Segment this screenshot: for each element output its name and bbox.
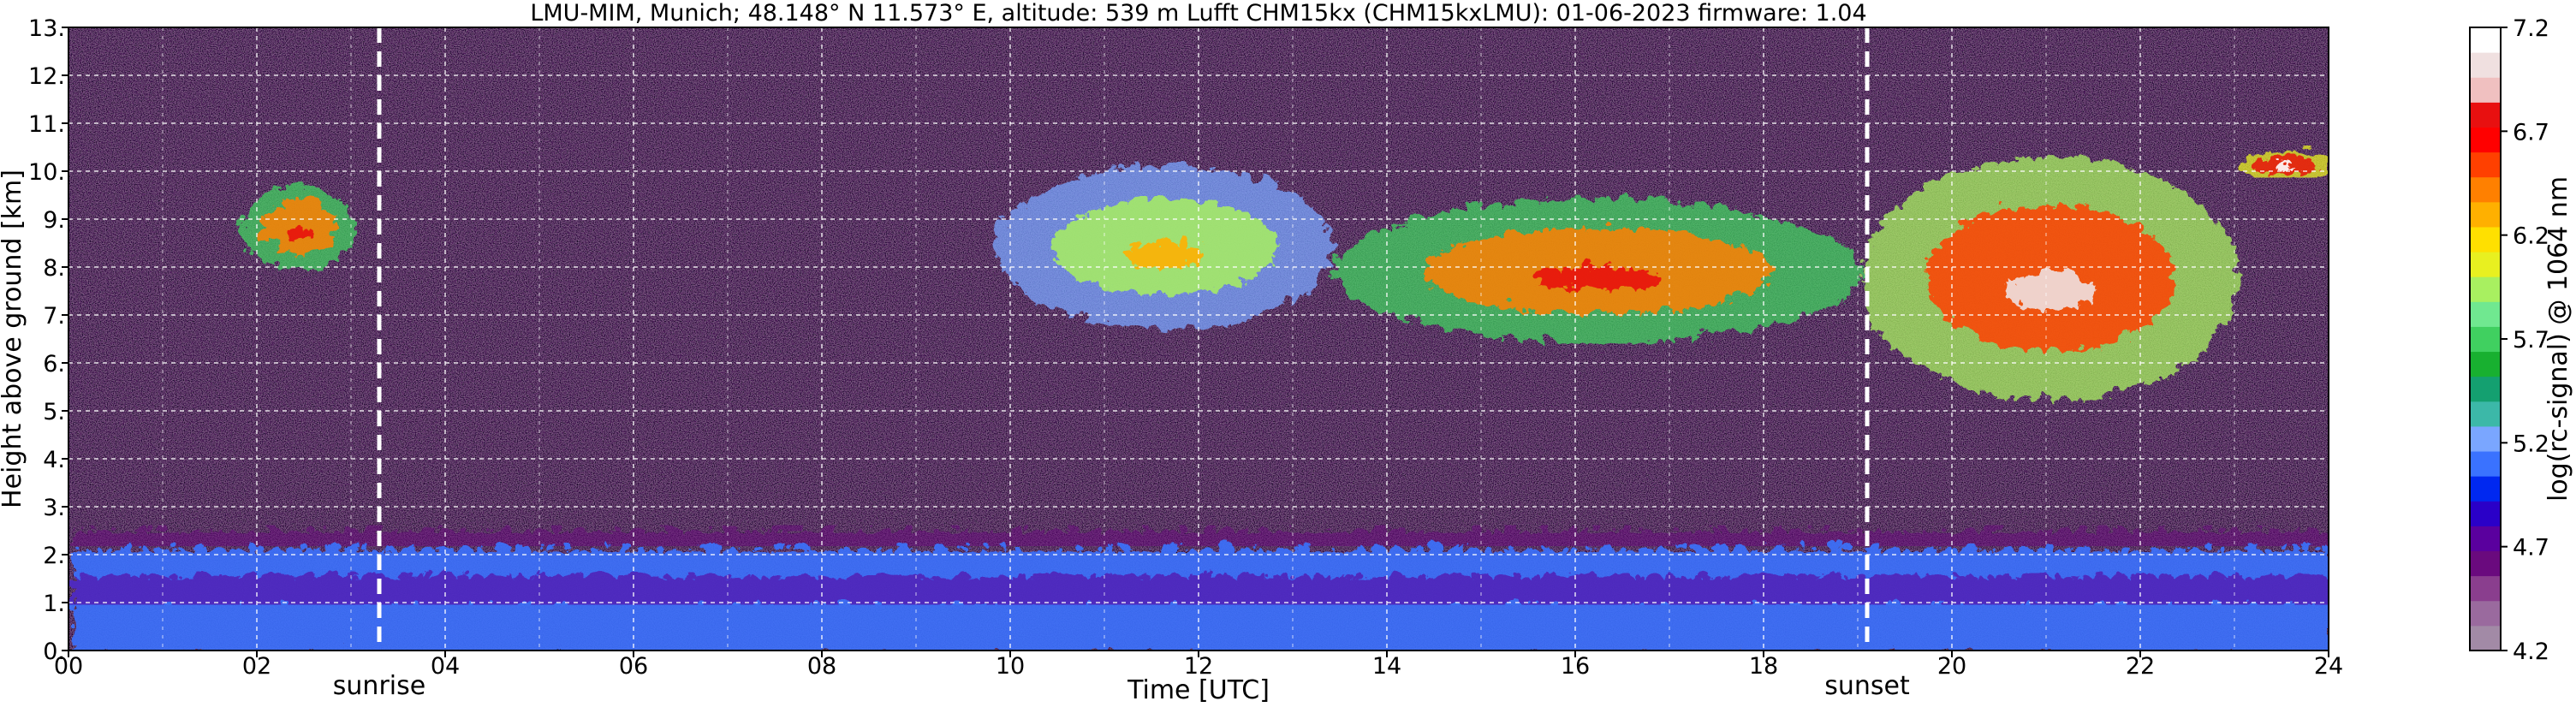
colorbar-tick-label: 4.7	[2513, 535, 2549, 561]
y-tick-label: 1.	[43, 591, 65, 617]
colorbar-segment	[2470, 376, 2501, 402]
colorbar-segment	[2470, 201, 2501, 228]
colorbar-segment	[2470, 102, 2501, 128]
x-tick-label: 20	[1937, 653, 1966, 680]
x-tick-label: 24	[2314, 653, 2343, 680]
colorbar-segment	[2470, 77, 2501, 103]
colorbar-segment	[2470, 27, 2501, 53]
y-tick-label: 7.	[43, 303, 65, 330]
colorbar-segment	[2470, 600, 2501, 627]
x-tick-label: 16	[1561, 653, 1590, 680]
x-tick-label: 12	[1184, 653, 1213, 680]
y-tick-label: 10.	[28, 159, 65, 186]
colorbar-segment	[2470, 226, 2501, 253]
cloud-layer	[2234, 147, 2329, 176]
cloud-layer	[991, 161, 1330, 325]
x-tick-label: 06	[619, 653, 648, 680]
colorbar-label: log(rc-signal) @ 1064 nm	[2543, 176, 2573, 502]
colorbar-tick-label: 5.2	[2513, 431, 2549, 457]
y-axis-ticks: 0. 1. 2. 3. 4. 5. 6. 7. 8. 9. 10. 11. 12. 13.	[28, 15, 68, 665]
x-tick-label: 14	[1372, 653, 1401, 680]
colorbar-tick-label: 6.2	[2513, 223, 2549, 250]
cloud-layer	[238, 181, 351, 267]
y-tick-label: 6.	[43, 351, 65, 377]
colorbar-tick-label: 5.7	[2513, 327, 2549, 354]
y-axis-label: Height above ground [km]	[0, 169, 27, 508]
y-tick-label: 0.	[43, 639, 65, 665]
colorbar-segment	[2470, 501, 2501, 526]
colorbar-segment	[2470, 301, 2501, 327]
colorbar-segment	[2470, 176, 2501, 203]
colorbar-segment	[2470, 127, 2501, 153]
colorbar-segment	[2470, 625, 2501, 651]
y-tick-label: 8.	[43, 255, 65, 282]
cloud-peak	[1120, 238, 1202, 264]
x-tick-label: 08	[807, 653, 836, 680]
colorbar-segment	[2470, 276, 2501, 302]
colorbar-segment	[2470, 575, 2501, 602]
sun-marker-label: sunrise	[333, 671, 425, 701]
cloud-peak	[2270, 160, 2293, 166]
colorbar-segment	[2470, 476, 2501, 502]
colorbar-segment	[2470, 401, 2501, 427]
colorbar-segment	[2470, 550, 2501, 577]
x-tick-label: 02	[242, 653, 271, 680]
x-tick-label: 10	[996, 653, 1025, 680]
colorbar-segment	[2470, 351, 2501, 377]
colorbar-segment	[2470, 526, 2501, 552]
x-tick-label: 00	[54, 653, 83, 680]
colorbar-segment	[2470, 52, 2501, 78]
colorbar-segment	[2470, 451, 2501, 477]
y-tick-label: 3.	[43, 495, 65, 521]
x-tick-label: 18	[1749, 653, 1778, 680]
y-tick-label: 4.	[43, 447, 65, 473]
cloud-layer	[1858, 152, 2234, 397]
colorbar-tick-label: 6.7	[2513, 119, 2549, 146]
y-tick-label: 11.	[28, 111, 65, 138]
colorbar-segment	[2470, 425, 2501, 452]
x-axis-label: Time [UTC]	[1127, 675, 1270, 705]
x-axis-ticks: 00 02 04 06 08 10 12 14 16 18 20 22 24	[54, 651, 2343, 680]
colorbar: 4.2 4.7 5.2 5.7 6.2 6.7 7.2	[2469, 15, 2549, 665]
cloud-peak	[1531, 262, 1657, 286]
y-tick-label: 5.	[43, 399, 65, 425]
colorbar-segment	[2470, 152, 2501, 178]
colorbar-segment	[2470, 326, 2501, 353]
colorbar-tick-label: 4.2	[2513, 639, 2549, 665]
y-tick-label: 12.	[28, 63, 65, 90]
x-tick-label: 22	[2126, 653, 2155, 680]
x-tick-label: 04	[431, 653, 460, 680]
y-tick-label: 2.	[43, 543, 65, 569]
chart-title: LMU-MIM, Munich; 48.148° N 11.573° E, al…	[530, 0, 1866, 27]
y-tick-label: 9.	[43, 207, 65, 234]
colorbar-tick-label: 7.2	[2513, 15, 2549, 42]
sun-markers	[377, 27, 1870, 651]
colorbar-segment	[2470, 252, 2501, 277]
y-tick-label: 13.	[28, 15, 65, 42]
sun-marker-label: sunset	[1824, 671, 1910, 701]
cloud-peak	[281, 221, 308, 235]
